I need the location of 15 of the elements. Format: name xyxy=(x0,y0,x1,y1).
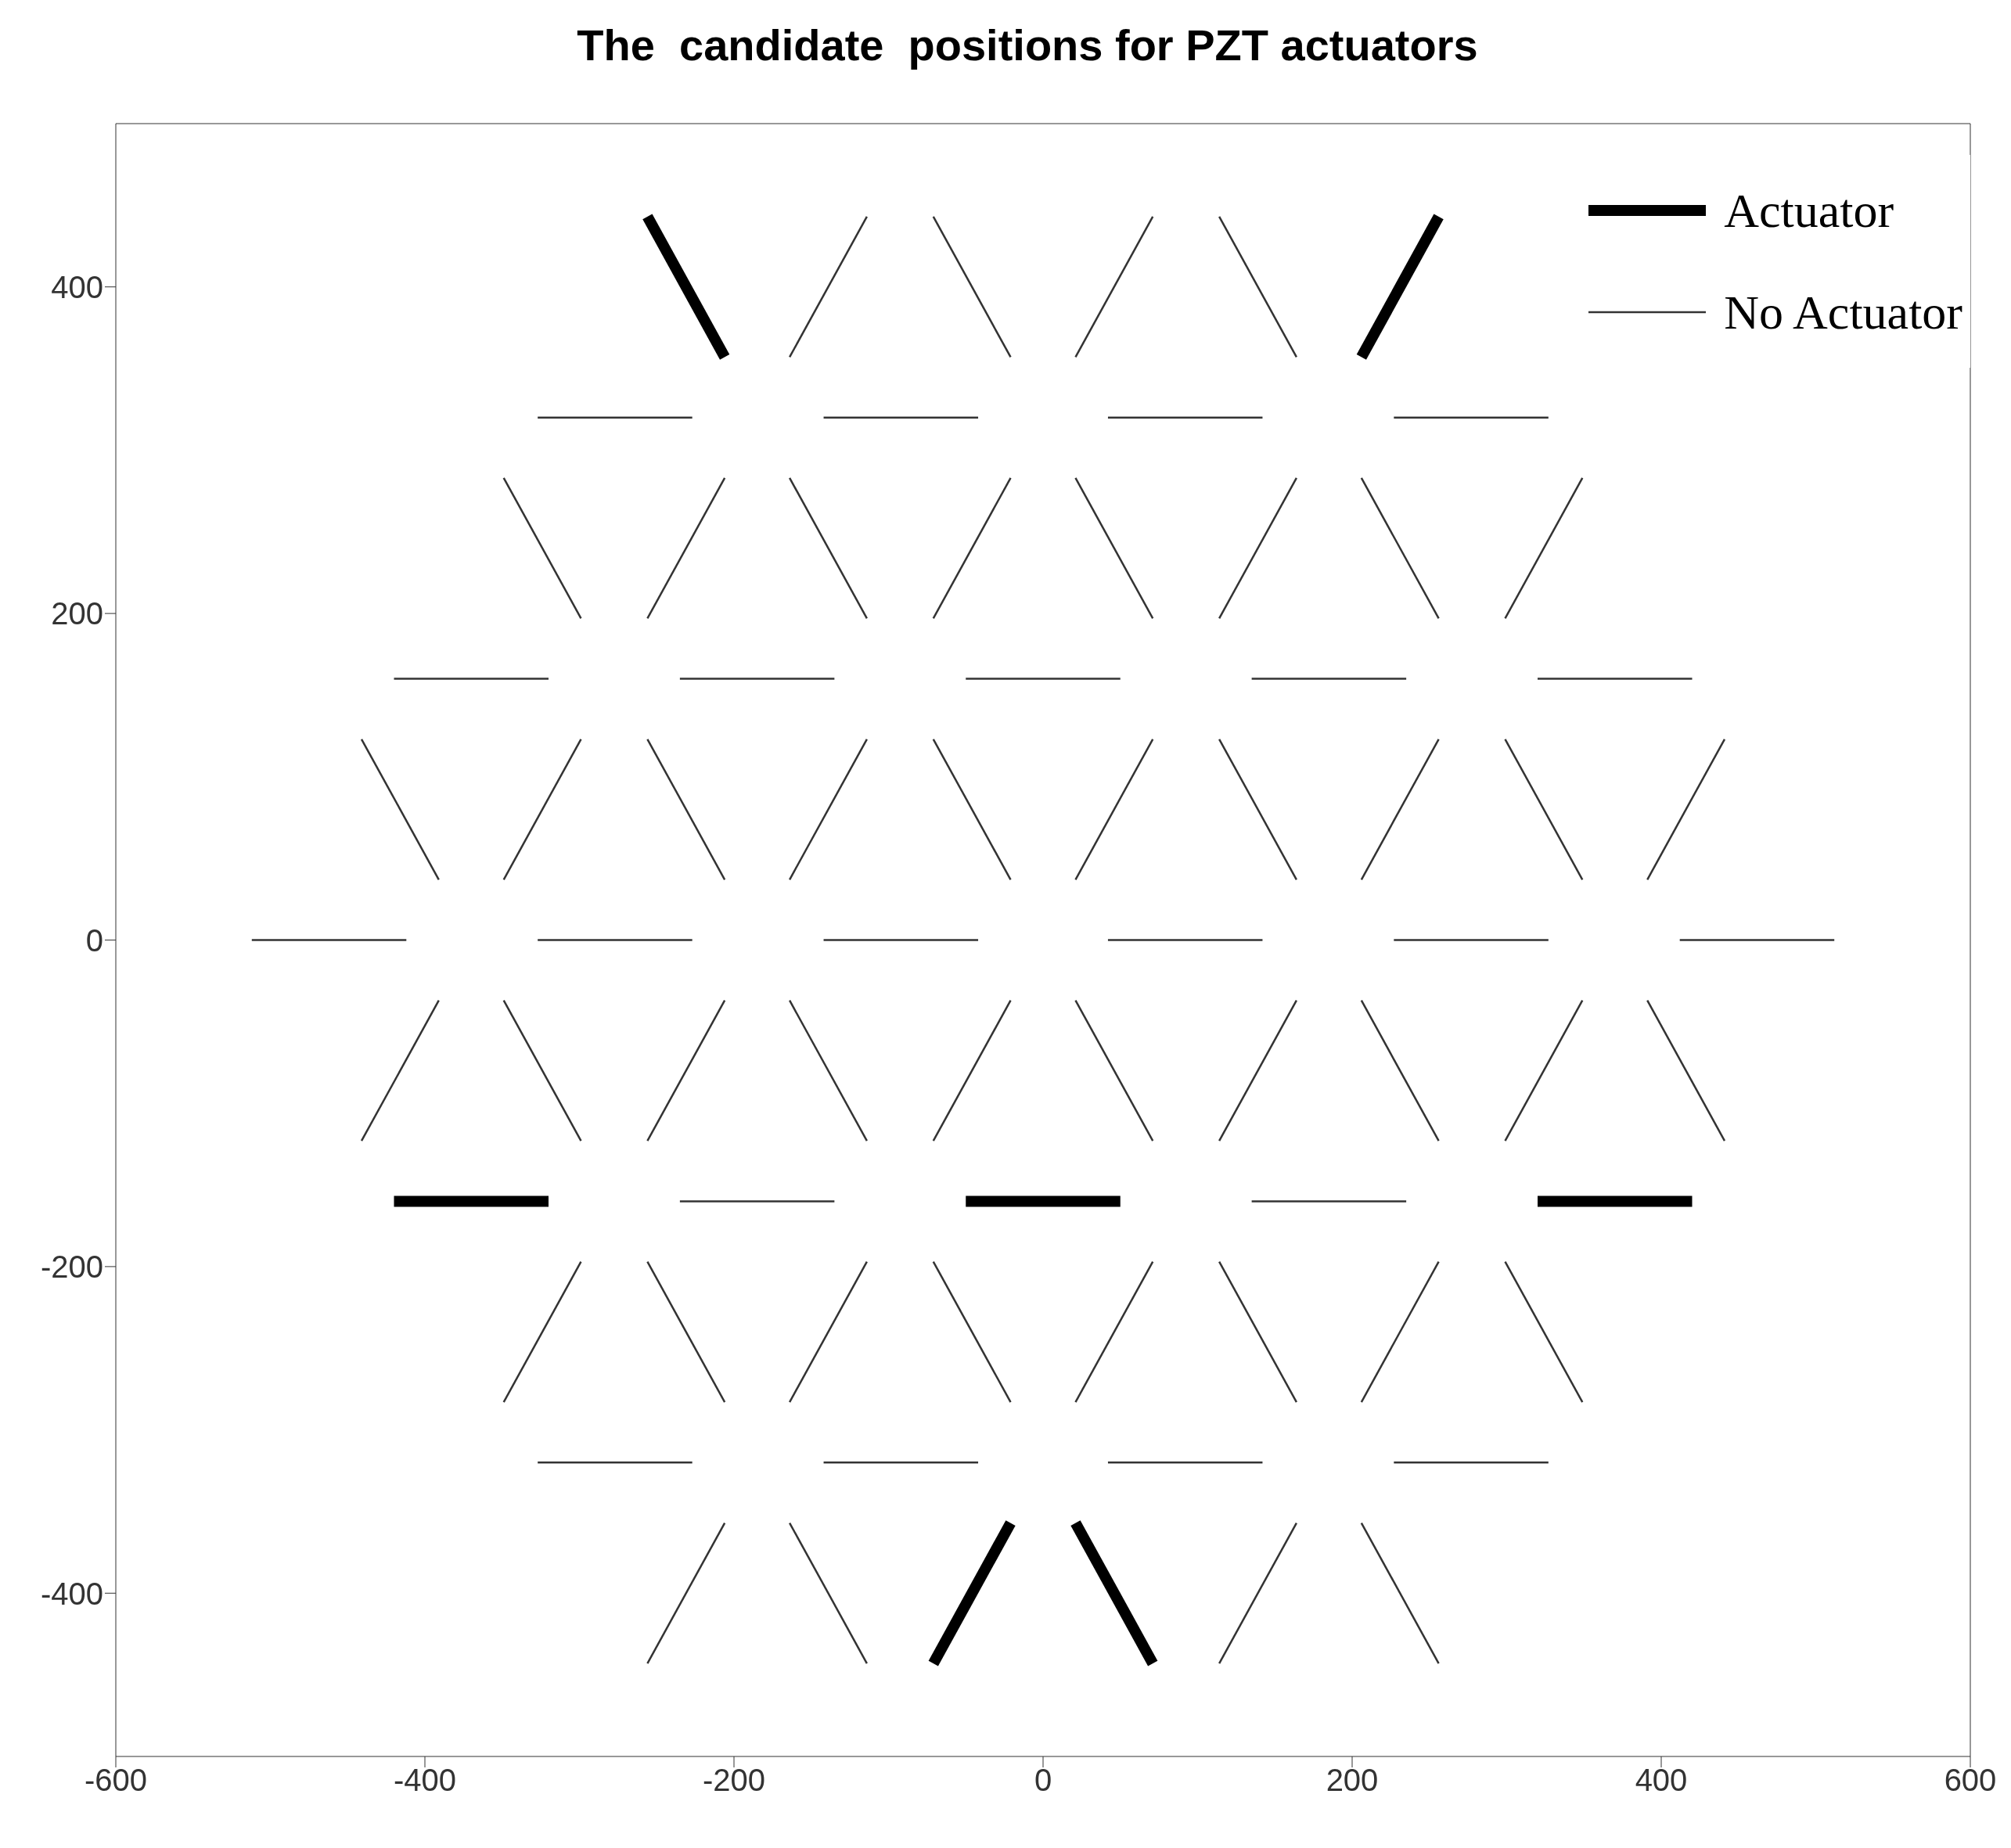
legend-label: Actuator xyxy=(1724,182,1894,239)
y-tick-label: 400 xyxy=(51,269,103,304)
x-tick-label: -400 xyxy=(393,1763,457,1798)
y-tick-label: 200 xyxy=(51,596,103,631)
chart-title: The candidate positions for PZT actuators xyxy=(576,20,1479,71)
y-tick-label: -200 xyxy=(40,1249,103,1285)
x-tick-label: 200 xyxy=(1326,1763,1379,1798)
y-tick-label: 0 xyxy=(85,922,103,958)
x-tick-label: 600 xyxy=(1944,1763,1997,1798)
x-tick-label: 0 xyxy=(1034,1763,1052,1798)
x-tick-label: -200 xyxy=(702,1763,766,1798)
legend-label: No Actuator xyxy=(1724,284,1962,340)
x-tick-label: 400 xyxy=(1635,1763,1688,1798)
x-tick-label: -600 xyxy=(84,1763,148,1798)
y-tick-label: -400 xyxy=(40,1576,103,1611)
